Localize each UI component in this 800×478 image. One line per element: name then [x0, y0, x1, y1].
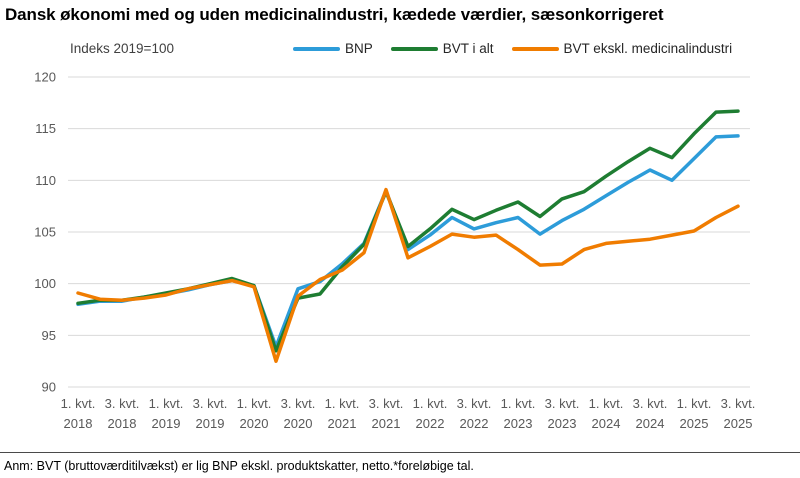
x-axis-label-quarter: 3. kvt.: [281, 396, 316, 411]
x-axis-label-quarter: 1. kvt.: [677, 396, 712, 411]
x-axis-label-year: 2025: [680, 416, 709, 431]
y-axis-label-120: 120: [34, 70, 56, 85]
chart-title: Dansk økonomi med og uden medicinalindus…: [5, 5, 664, 24]
legend-label-bvt-ex-med: BVT ekskl. medicinalindustri: [563, 41, 733, 56]
y-axis-label-100: 100: [34, 276, 56, 291]
legend: BNP BVT i alt BVT ekskl. medicinalindust…: [293, 41, 732, 56]
x-axis-label-year: 2021: [372, 416, 401, 431]
y-axis-label-115: 115: [35, 121, 56, 136]
x-axis-label-year: 2018: [64, 416, 93, 431]
x-axis-label-quarter: 3. kvt.: [193, 396, 228, 411]
y-axis-label-110: 110: [35, 173, 56, 188]
y-axis-label-105: 105: [34, 224, 56, 239]
bnp-line-swatch: [293, 46, 340, 51]
x-axis-label-quarter: 1. kvt.: [501, 396, 536, 411]
x-axis-label-quarter: 3. kvt.: [545, 396, 580, 411]
x-axis-label-year: 2020: [284, 416, 313, 431]
x-axis-label-year: 2024: [592, 416, 621, 431]
x-axis-label-year: 2021: [328, 416, 357, 431]
x-axis-label-quarter: 1. kvt.: [149, 396, 184, 411]
legend-label-bnp: BNP: [345, 41, 373, 56]
x-axis-label-year: 2020: [240, 416, 269, 431]
x-axis-label-year: 2023: [548, 416, 577, 431]
bvt-ex-med-line-swatch: [511, 46, 559, 51]
bvt-line-swatch: [390, 46, 438, 51]
y-axis-label-90: 90: [42, 379, 56, 394]
x-axis-label-year: 2024: [636, 416, 665, 431]
x-axis-label-quarter: 1. kvt.: [61, 396, 96, 411]
x-axis-label-quarter: 3. kvt.: [105, 396, 140, 411]
legend-item-bvt: BVT i alt: [390, 41, 494, 56]
series-line-bvt: [76, 109, 740, 353]
x-axis-label-quarter: 1. kvt.: [589, 396, 624, 411]
x-axis-label-year: 2023: [504, 416, 533, 431]
x-axis-label-year: 2022: [416, 416, 445, 431]
x-axis-label-quarter: 3. kvt.: [369, 396, 404, 411]
y-axis-label-95: 95: [42, 328, 56, 343]
x-axis-label-quarter: 1. kvt.: [237, 396, 272, 411]
x-axis-label-year: 2019: [152, 416, 181, 431]
footnote-text: Anm: BVT (bruttoværditilvækst) er lig BN…: [4, 459, 474, 473]
legend-label-bvt: BVT i alt: [442, 41, 494, 56]
legend-item-bnp: BNP: [293, 41, 373, 56]
x-axis-label-year: 2022: [460, 416, 489, 431]
x-axis-label-year: 2019: [196, 416, 225, 431]
x-axis-label-quarter: 3. kvt.: [457, 396, 492, 411]
footnote-divider: [0, 452, 800, 453]
index-axis-note: Indeks 2019=100: [70, 41, 174, 56]
x-axis-label-quarter: 1. kvt.: [325, 396, 360, 411]
x-axis-label-year: 2025: [724, 416, 753, 431]
series-line-bvt-ex-med: [76, 187, 740, 363]
x-axis-label-year: 2018: [108, 416, 137, 431]
x-axis-label-quarter: 3. kvt.: [633, 396, 668, 411]
legend-item-bvt-ex-med: BVT ekskl. medicinalindustri: [511, 41, 733, 56]
x-axis-label-quarter: 1. kvt.: [413, 396, 448, 411]
x-axis-label-quarter: 3. kvt.: [721, 396, 756, 411]
